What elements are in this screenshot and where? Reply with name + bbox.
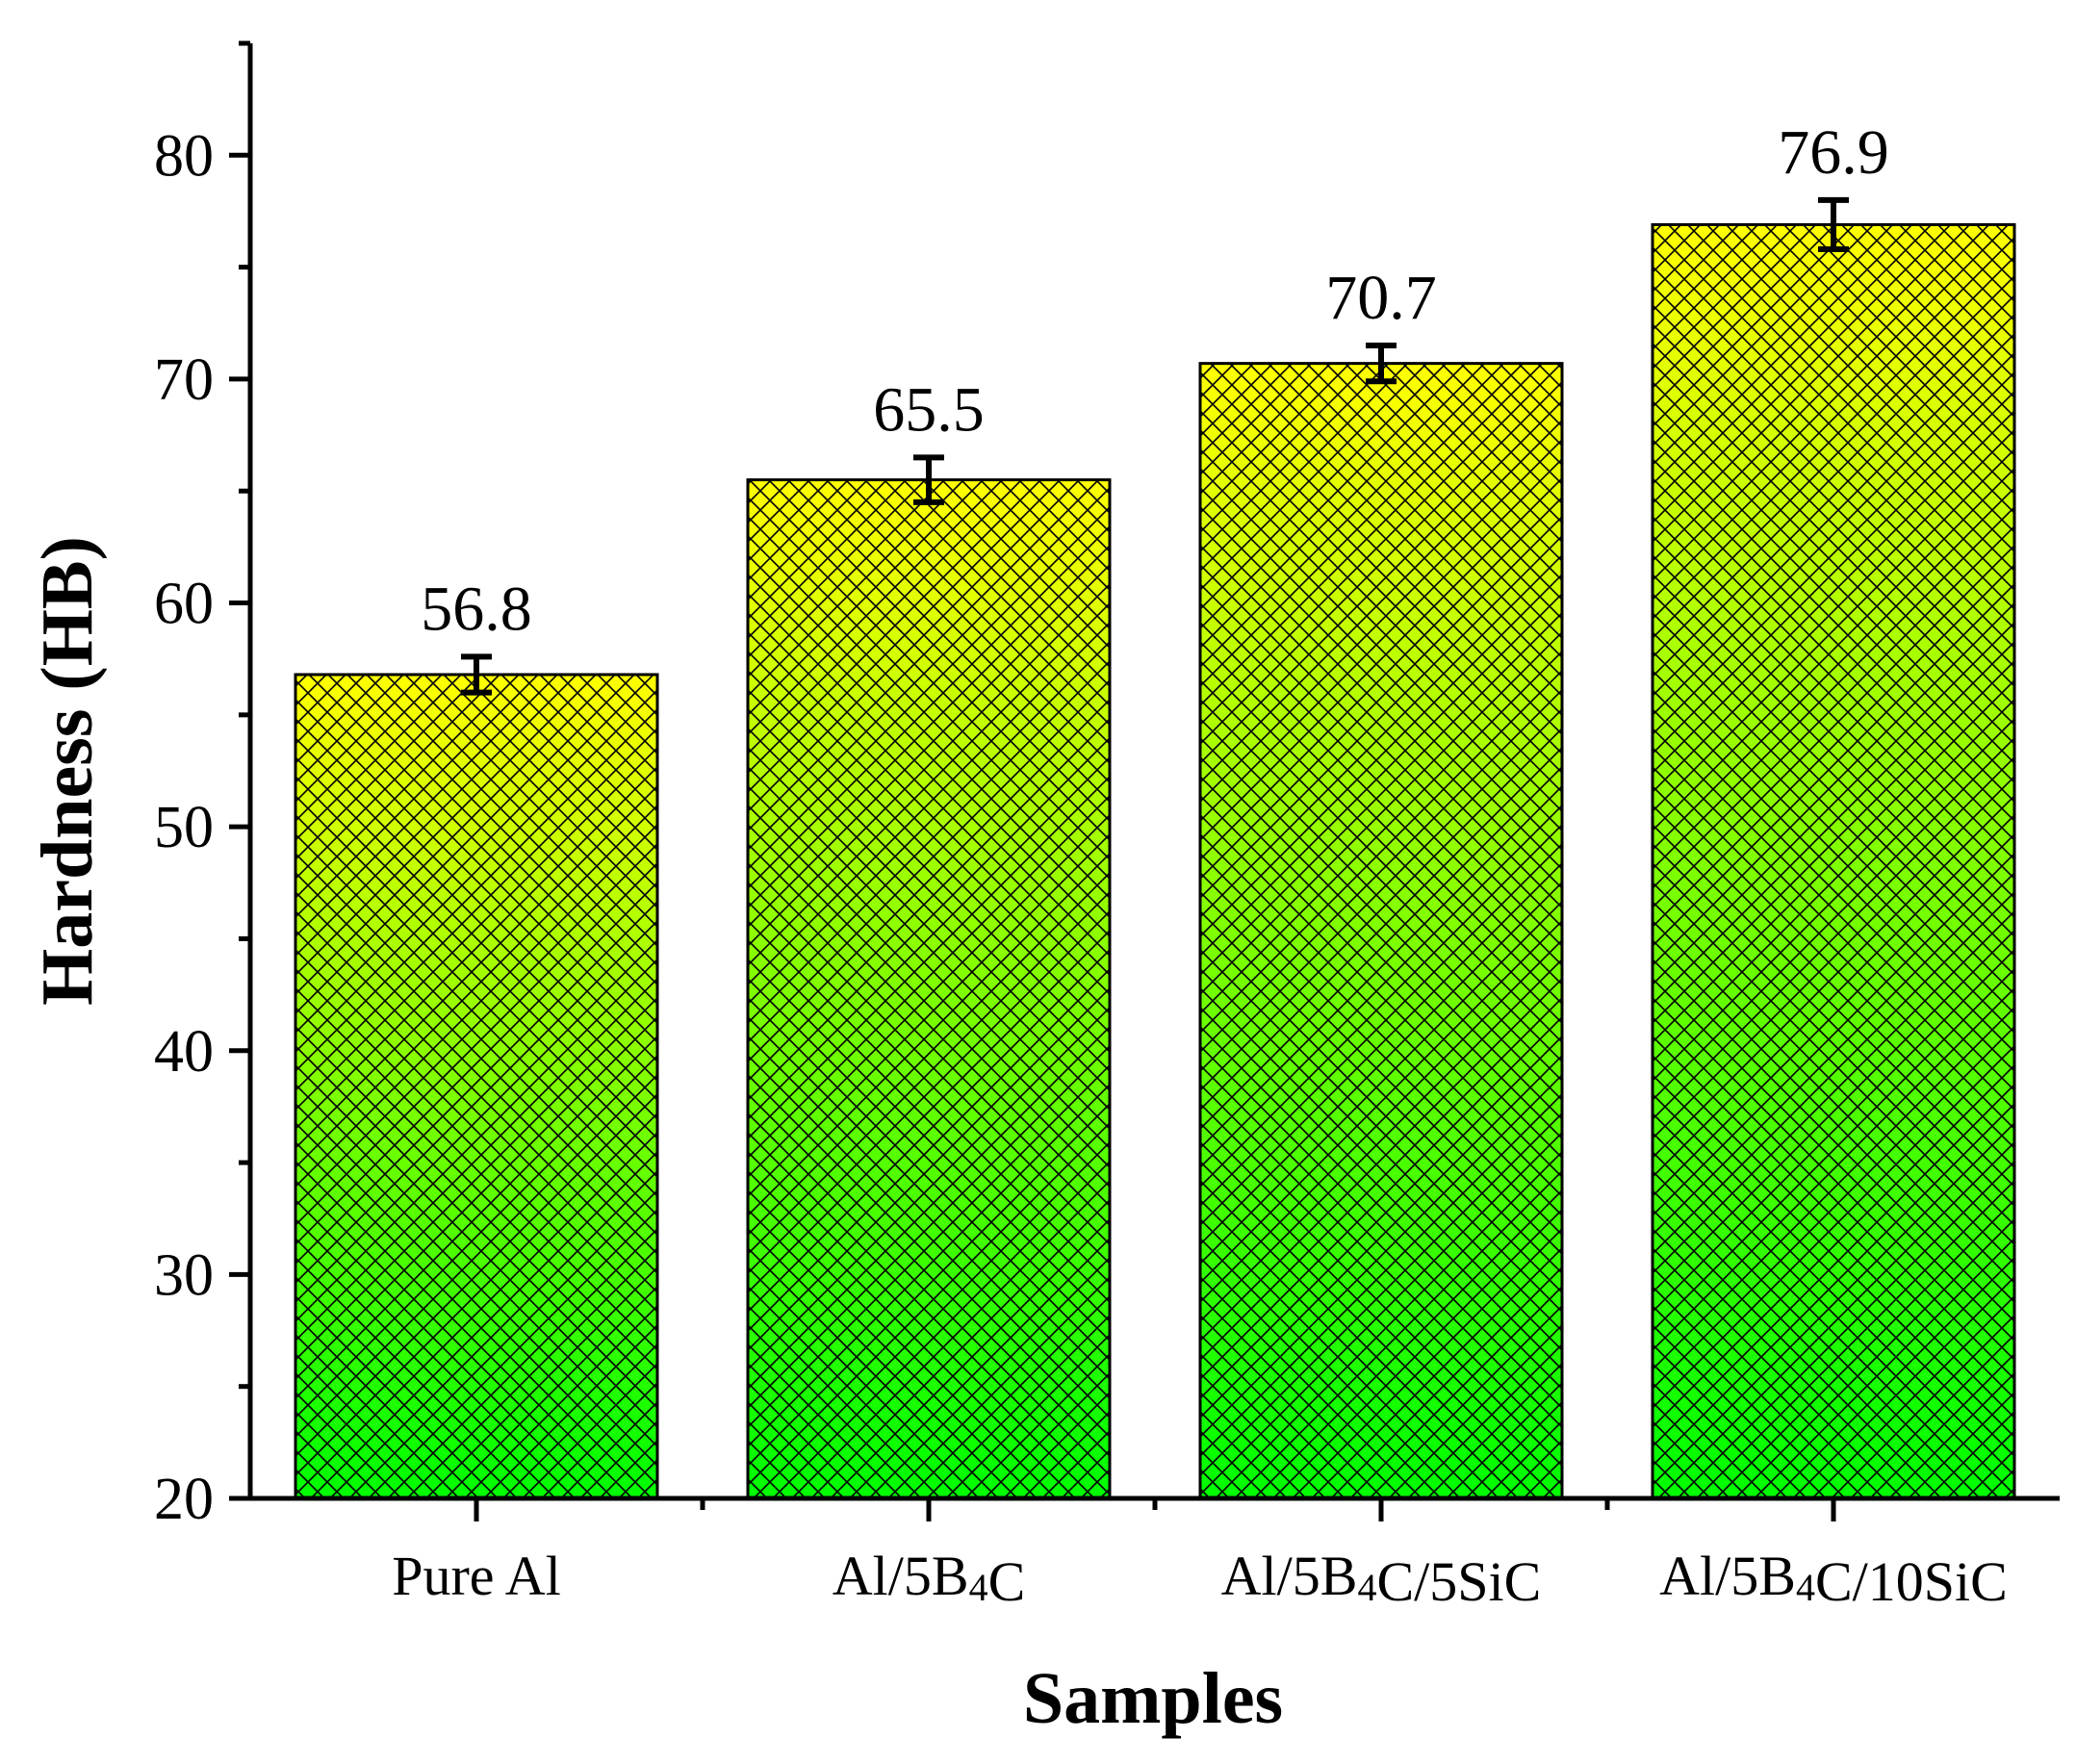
value-label: 70.7 — [1325, 263, 1437, 333]
y-tick-label: 40 — [154, 1019, 214, 1085]
value-label: 65.5 — [873, 374, 985, 445]
error-bar — [913, 454, 944, 505]
error-bar — [461, 653, 492, 696]
x-axis-title: Samples — [1023, 1658, 1283, 1739]
y-tick-label: 50 — [154, 795, 214, 860]
bar-hatch — [748, 479, 1110, 1499]
error-bar — [1818, 196, 1849, 253]
bar-hatch — [1200, 363, 1562, 1498]
y-tick-label: 20 — [154, 1467, 214, 1532]
x-tick-label: Al/5B4C/5SiC — [1221, 1545, 1542, 1613]
bar-hatch — [1653, 224, 2014, 1498]
value-label: 56.8 — [421, 574, 532, 644]
x-axis-tick-labels: Pure Al Al/5B4C Al/5B4C/5SiC Al/5B4C/10SiC — [392, 1545, 2008, 1613]
value-labels: 56.8 65.5 70.7 76.9 — [421, 117, 1889, 645]
y-tick-label: 60 — [154, 572, 214, 637]
y-tick-label: 80 — [154, 123, 214, 189]
bar-hatch — [295, 674, 657, 1498]
x-tick-label: Al/5B4C — [833, 1545, 1026, 1613]
value-label: 76.9 — [1778, 117, 1889, 188]
x-axis-ticks — [474, 1498, 1836, 1521]
y-axis-title: Hardness (HB) — [27, 536, 108, 1006]
bars — [294, 222, 2016, 1500]
x-tick-label: Pure Al — [392, 1545, 561, 1607]
error-bar — [1366, 343, 1397, 385]
y-axis-ticks: 20 30 40 50 60 70 80 — [154, 40, 250, 1532]
error-bars — [461, 196, 1849, 696]
y-tick-label: 30 — [154, 1242, 214, 1308]
y-tick-label: 70 — [154, 347, 214, 413]
x-tick-label: Al/5B4C/10SiC — [1659, 1545, 2008, 1613]
